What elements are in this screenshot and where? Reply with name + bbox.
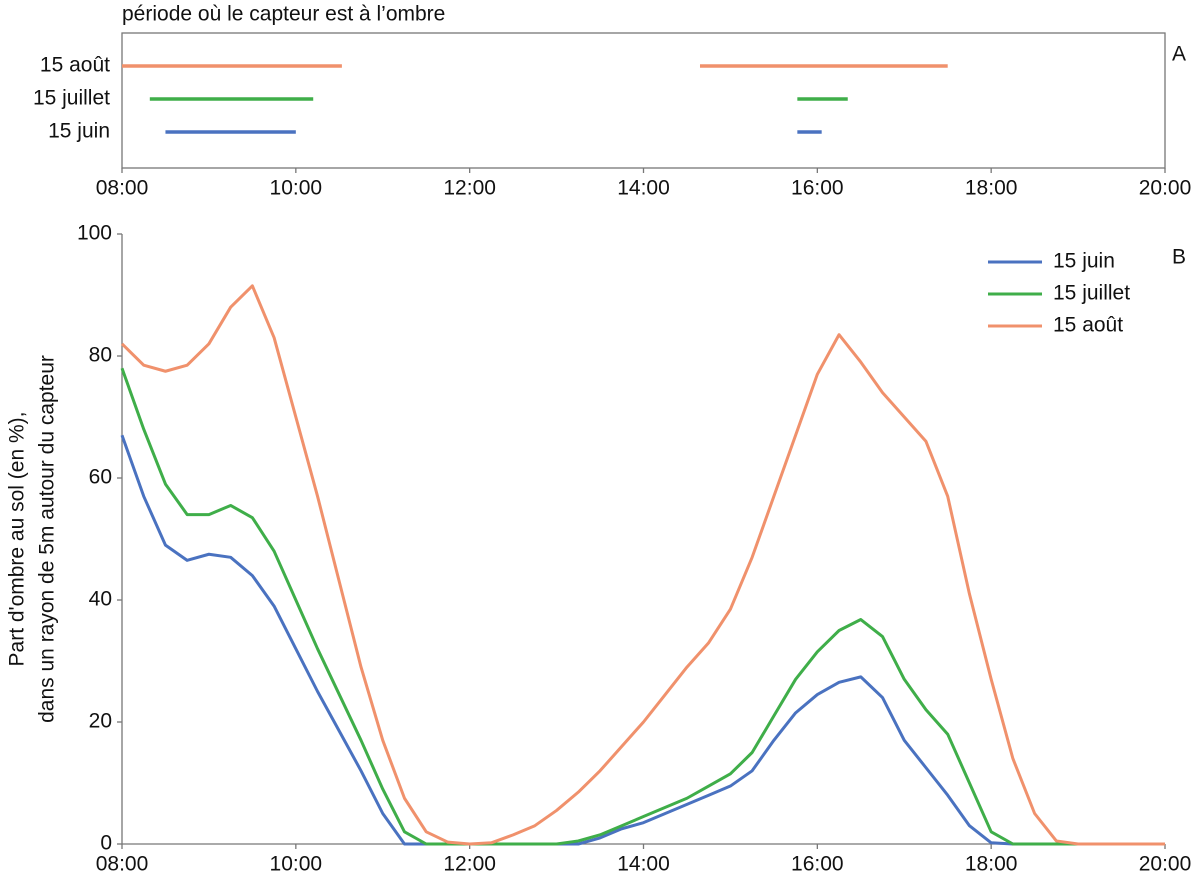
y-tick-label: 60 <box>89 466 112 489</box>
series-line <box>120 434 1165 846</box>
x-tick-label: 08:00 <box>96 177 149 200</box>
y-tick-label: 80 <box>89 344 112 367</box>
x-tick-label: 18:00 <box>965 177 1018 200</box>
x-tick-label: 16:00 <box>791 177 844 200</box>
x-tick-label: 18:00 <box>965 853 1018 876</box>
legend-label: 15 août <box>40 54 110 77</box>
y-axis-label: dans un rayon de 5m autour du capteur <box>36 355 59 723</box>
panel-label: A <box>1172 43 1186 66</box>
x-tick-label: 20:00 <box>1139 177 1192 200</box>
y-tick-label: 0 <box>100 832 112 855</box>
chart-title: période où le capteur est à l’ombre <box>122 3 445 26</box>
panel-label: B <box>1172 246 1186 269</box>
y-tick-label: 100 <box>77 222 112 245</box>
x-tick-label: 08:00 <box>96 853 149 876</box>
x-tick-label: 12:00 <box>443 177 496 200</box>
x-tick-label: 12:00 <box>443 853 496 876</box>
x-tick-label: 10:00 <box>270 177 323 200</box>
legend-label: 15 juin <box>1053 250 1115 273</box>
x-tick-label: 14:00 <box>617 177 670 200</box>
x-tick-label: 14:00 <box>617 853 670 876</box>
x-tick-label: 16:00 <box>791 853 844 876</box>
legend-label: 15 juillet <box>33 87 110 110</box>
x-tick-label: 10:00 <box>270 853 323 876</box>
x-tick-label: 20:00 <box>1139 853 1192 876</box>
y-tick-label: 40 <box>89 588 112 611</box>
legend-label: 15 août <box>1053 314 1123 337</box>
legend-label: 15 juillet <box>1053 282 1130 305</box>
series-line <box>120 284 1165 846</box>
legend-label: 15 juin <box>48 120 110 143</box>
y-tick-label: 20 <box>89 710 112 733</box>
series-line <box>120 367 1165 846</box>
y-axis-label: Part d'ombre au sol (en %), <box>6 412 29 667</box>
